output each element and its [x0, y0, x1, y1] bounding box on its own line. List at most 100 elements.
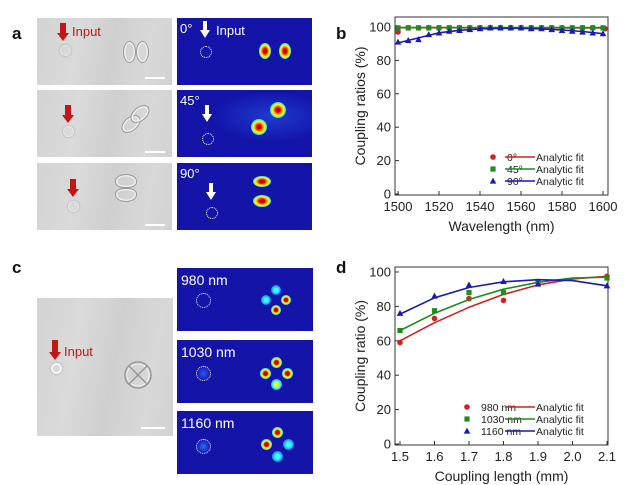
data-point [466, 26, 474, 33]
plot-frame [394, 266, 609, 446]
output-spot [270, 102, 286, 118]
input-position-marker [196, 293, 211, 308]
x-tick-label: 1.6 [425, 449, 443, 464]
data-point [465, 281, 473, 288]
chart-d-coupling-vs-length: 0 20 40 60 80 100 1.5 1.6 1.7 1.8 1.9 2.0 2.1 Couplin… [352, 265, 616, 485]
input-position-marker [206, 207, 218, 219]
fit-line [399, 276, 608, 332]
x-tick-label: 1.9 [529, 449, 547, 464]
input-waveguide [68, 201, 79, 212]
scale-bar [145, 224, 165, 226]
panel-label-d: d [336, 258, 347, 277]
data-point [405, 25, 411, 31]
y-axis-label: Coupling ratios (%) [352, 46, 368, 165]
data-point [445, 27, 453, 34]
x-tick-label: 1.5 [391, 449, 409, 464]
data-point [517, 24, 525, 31]
data-point [397, 327, 403, 334]
wavelength-label: 1030 nm [181, 344, 236, 360]
field-45deg: 45° [177, 90, 312, 157]
data-point [497, 24, 504, 31]
output-spot [272, 427, 283, 438]
output-spot [271, 285, 281, 295]
y-axis-label: Coupling ratio (%) [352, 300, 368, 412]
coupler-lobe [123, 41, 136, 63]
output-spot [271, 305, 281, 315]
input-waveguide [63, 126, 74, 137]
red-arrow-icon [67, 179, 79, 197]
input-waveguide [51, 363, 62, 374]
input-label: Input [72, 24, 101, 39]
legend-marker [489, 177, 497, 184]
output-spot [251, 119, 267, 135]
output-spot [261, 439, 272, 450]
x-tick-label: 1500 [384, 199, 413, 214]
y-tick-label: 40 [377, 120, 391, 135]
series-1160nm: 1160 nm Analytic fit [396, 278, 611, 438]
red-arrow-icon [57, 23, 69, 41]
y-tick-label: 80 [377, 299, 391, 314]
data-point [534, 280, 542, 287]
data-point [486, 24, 494, 31]
y-tick-label: 40 [377, 368, 391, 383]
x-tick-label: 1.7 [460, 449, 478, 464]
scale-bar [145, 77, 165, 79]
data-point [579, 25, 586, 31]
field-980nm: 980 nm [177, 268, 313, 331]
data-point [396, 309, 404, 316]
y-tick-label: 0 [384, 187, 391, 202]
output-spot [260, 368, 271, 379]
data-point [395, 25, 401, 31]
data-point [604, 275, 610, 281]
output-spot [282, 368, 293, 379]
y-tick-label: 80 [377, 53, 391, 68]
input-waveguide [60, 45, 71, 56]
data-point [431, 308, 438, 314]
series-0: 0° Analytic fit [395, 25, 608, 164]
data-point [415, 36, 422, 43]
x-tick-label: 2.0 [563, 449, 581, 464]
micrograph-4way-coupler: Input [37, 298, 173, 436]
y-tick-label: 20 [377, 153, 391, 168]
output-spot [253, 176, 271, 187]
x-tick-label: 1580 [548, 199, 577, 214]
data-point [394, 38, 402, 45]
data-point [589, 29, 597, 36]
x-tick-label: 1600 [589, 199, 618, 214]
output-spot [259, 43, 271, 59]
data-point [507, 24, 515, 31]
white-arrow-icon [206, 183, 216, 200]
angle-label: 90° [180, 166, 200, 181]
data-point [436, 25, 442, 31]
data-point [500, 290, 507, 296]
panel-label-c: c [12, 258, 22, 277]
legend-fit-label: Analytic fit [536, 164, 584, 176]
x-tick-label: 1540 [466, 199, 495, 214]
legend-label: 980 nm [481, 402, 516, 414]
white-arrow-icon [200, 21, 210, 38]
four-core-coupler [124, 361, 152, 389]
data-point [466, 290, 472, 296]
fit-line [399, 278, 608, 315]
data-point [600, 25, 606, 31]
data-point [456, 26, 463, 33]
angle-label: 0° [180, 21, 193, 36]
scale-bar [141, 427, 165, 429]
chart-b-coupling-vs-wavelength: 0 20 40 60 80 100 1500 1520 1540 1560 1580 1600 Wave… [352, 16, 618, 234]
panel-label-b: b [336, 24, 347, 43]
data-point [558, 26, 566, 33]
input-position-marker [196, 439, 211, 454]
legend-fit-label: Analytic fit [536, 176, 584, 188]
y-tick-label: 60 [377, 333, 391, 348]
data-point [426, 25, 432, 31]
input-label: Input [216, 23, 245, 38]
legend-fit-label: Analytic fit [536, 426, 584, 438]
legend-fit-label: Analytic fit [536, 152, 584, 164]
y-tick-label: 20 [377, 402, 391, 417]
field-1030nm: 1030 nm [177, 340, 313, 403]
red-arrow-icon [62, 105, 74, 123]
data-point [500, 297, 507, 304]
output-spot [253, 195, 271, 207]
output-spot [271, 379, 282, 390]
input-position-marker [202, 133, 214, 145]
